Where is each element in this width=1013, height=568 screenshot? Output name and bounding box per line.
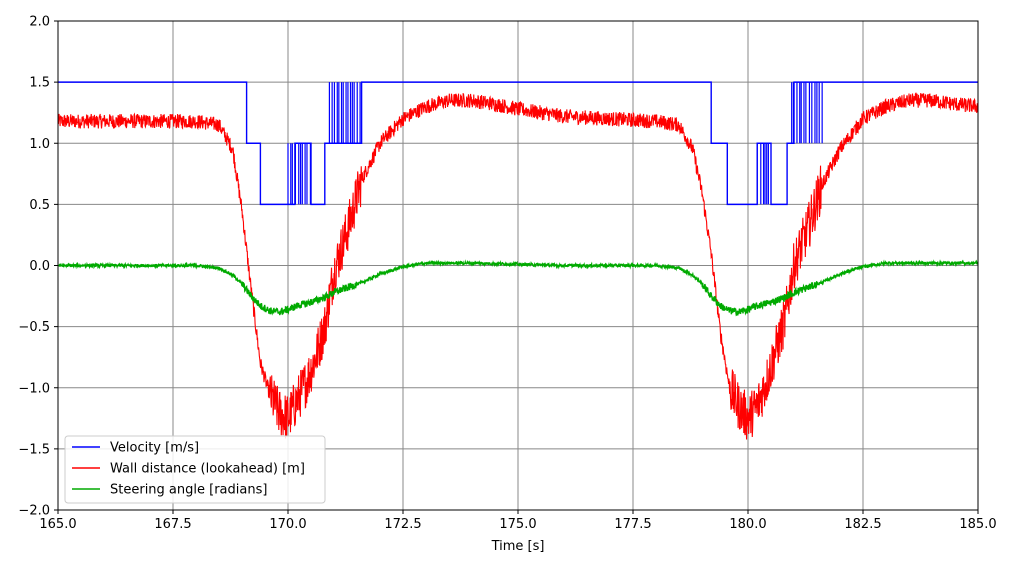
legend-box [64,435,326,504]
plot-series [58,81,978,440]
x-axis-label: Time [s] [491,539,545,554]
series-line-2 [58,259,978,317]
x-tick-label: 175.0 [499,517,536,532]
legend-label: Wall distance (lookahead) [m] [110,462,305,477]
y-tick-label: −2.0 [18,504,50,519]
x-tick-label: 167.5 [154,517,191,532]
velocity-burst [287,143,312,205]
y-tick-label: −0.5 [18,320,50,335]
legend-label: Velocity [m/s] [110,441,199,456]
x-tick-label: 170.0 [269,517,306,532]
legend-label: Steering angle [radians] [110,483,267,498]
y-axis: 2.0 1.5 1.0 0.5 0.0 −0.5 −1.0 −1.5 −2.0 [18,15,58,519]
x-tick-label: 182.5 [844,517,881,532]
velocity-burst [328,82,361,144]
x-tick-label: 177.5 [614,517,651,532]
y-tick-label: 1.0 [29,137,50,152]
x-tick-label: 172.5 [384,517,421,532]
x-tick-label: 165.0 [39,517,76,532]
x-tick-label: 180.0 [729,517,766,532]
legend: Velocity [m/s] Wall distance (lookahead) … [64,435,326,504]
y-tick-label: 0.5 [29,198,50,213]
y-tick-label: −1.5 [18,442,50,457]
y-tick-label: −1.0 [18,381,50,396]
series-line-1 [58,91,978,440]
x-tick-label: 185.0 [959,517,996,532]
y-tick-label: 0.0 [29,259,50,274]
y-tick-label: 2.0 [29,15,50,30]
x-axis: 165.0 167.5 170.0 172.5 175.0 177.5 180.0 182.5… [39,510,997,532]
series-line-0 [58,81,978,206]
y-tick-label: 1.5 [29,76,50,91]
